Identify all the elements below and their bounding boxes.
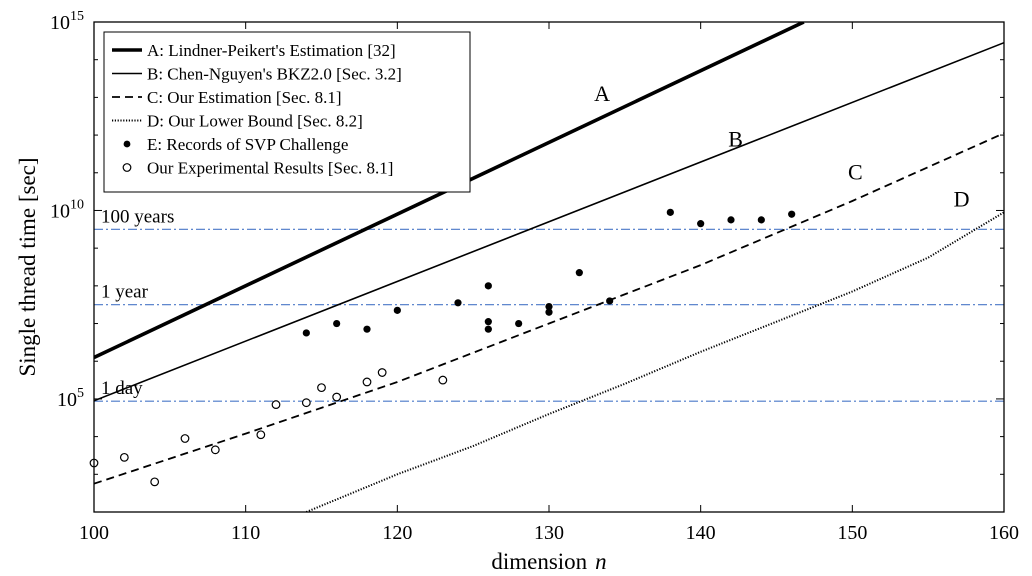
- experiment-point: [119, 452, 129, 462]
- legend: A: Lindner-Peikert's Estimation [32] B: C…: [103, 31, 471, 193]
- y-tick-exponent: 10: [70, 197, 84, 212]
- record-point: [666, 208, 674, 216]
- y-axis-title: Single thread time [sec]: [15, 157, 40, 376]
- curve-label-d: D: [954, 187, 970, 212]
- x-tick-label: 100: [79, 522, 109, 544]
- x-tick-label: 130: [534, 522, 564, 544]
- record-point: [545, 308, 553, 316]
- legend-marker-experiment: [122, 163, 132, 172]
- record-point: [333, 319, 341, 328]
- reference-line-label: 1 year: [101, 282, 149, 303]
- y-tick-label: 1015: [50, 9, 84, 34]
- data-points: [89, 208, 796, 487]
- y-tick-base: 10: [50, 200, 70, 222]
- series-line-c: [94, 132, 1004, 485]
- experiment-point: [438, 375, 448, 385]
- y-tick-label: 105: [57, 386, 84, 411]
- y-tick-label: 1010: [50, 197, 84, 222]
- record-point: [302, 329, 310, 337]
- experiment-point: [256, 430, 266, 440]
- legend-entry-label: C: Our Estimation [Sec. 8.1]: [147, 88, 342, 107]
- experiment-point: [271, 400, 281, 409]
- x-tick-label: 160: [989, 522, 1019, 544]
- legend-box: [103, 31, 471, 193]
- experiment-point: [301, 398, 311, 408]
- record-point: [606, 297, 614, 305]
- record-point: [363, 325, 371, 333]
- record-point: [575, 269, 583, 277]
- legend-entry-label: D: Our Lower Bound [Sec. 8.2]: [147, 112, 363, 131]
- series-line-b: [94, 41, 1004, 402]
- x-tick-label: 110: [231, 522, 260, 544]
- record-point: [788, 210, 796, 218]
- legend-marker-record: [123, 140, 131, 148]
- experiment-point: [332, 392, 342, 402]
- record-point: [484, 325, 492, 333]
- record-point: [484, 282, 492, 290]
- experiment-point: [180, 434, 190, 443]
- y-tick-base: 10: [57, 389, 77, 411]
- curve-label-b: B: [728, 126, 743, 151]
- record-point: [697, 220, 705, 228]
- curve-label-a: A: [594, 81, 610, 106]
- experiment-point: [210, 445, 220, 455]
- record-point: [515, 319, 523, 328]
- y-tick-exponent: 15: [70, 9, 84, 24]
- experiment-point: [150, 477, 160, 487]
- record-point: [727, 216, 735, 224]
- x-axis-variable: n: [595, 549, 607, 574]
- y-tick-exponent: 5: [77, 386, 84, 401]
- legend-entry-label: A: Lindner-Peikert's Estimation [32]: [147, 41, 396, 60]
- curve-label-c: C: [848, 160, 863, 185]
- legend-entry-label: B: Chen-Nguyen's BKZ2.0 [Sec. 3.2]: [147, 65, 402, 84]
- legend-entry-label: Our Experimental Results [Sec. 8.1]: [147, 159, 393, 178]
- x-tick-label: 140: [686, 522, 716, 544]
- record-point: [454, 299, 462, 307]
- x-axis-title: dimension n: [491, 549, 606, 574]
- x-axis-title-text: dimension: [491, 549, 587, 574]
- experiment-point: [362, 377, 372, 387]
- record-point: [393, 306, 401, 314]
- record-point: [545, 302, 553, 311]
- x-tick-label: 150: [837, 522, 867, 544]
- series-line-d: [305, 211, 1004, 512]
- experiment-point: [377, 368, 387, 377]
- legend-entry-label: E: Records of SVP Challenge: [147, 135, 348, 154]
- record-point: [484, 318, 492, 326]
- y-tick-base: 10: [50, 12, 70, 34]
- x-tick-label: 120: [382, 522, 412, 544]
- reference-line-label: 100 years: [101, 206, 174, 227]
- experiment-point: [317, 383, 326, 393]
- record-point: [757, 216, 765, 224]
